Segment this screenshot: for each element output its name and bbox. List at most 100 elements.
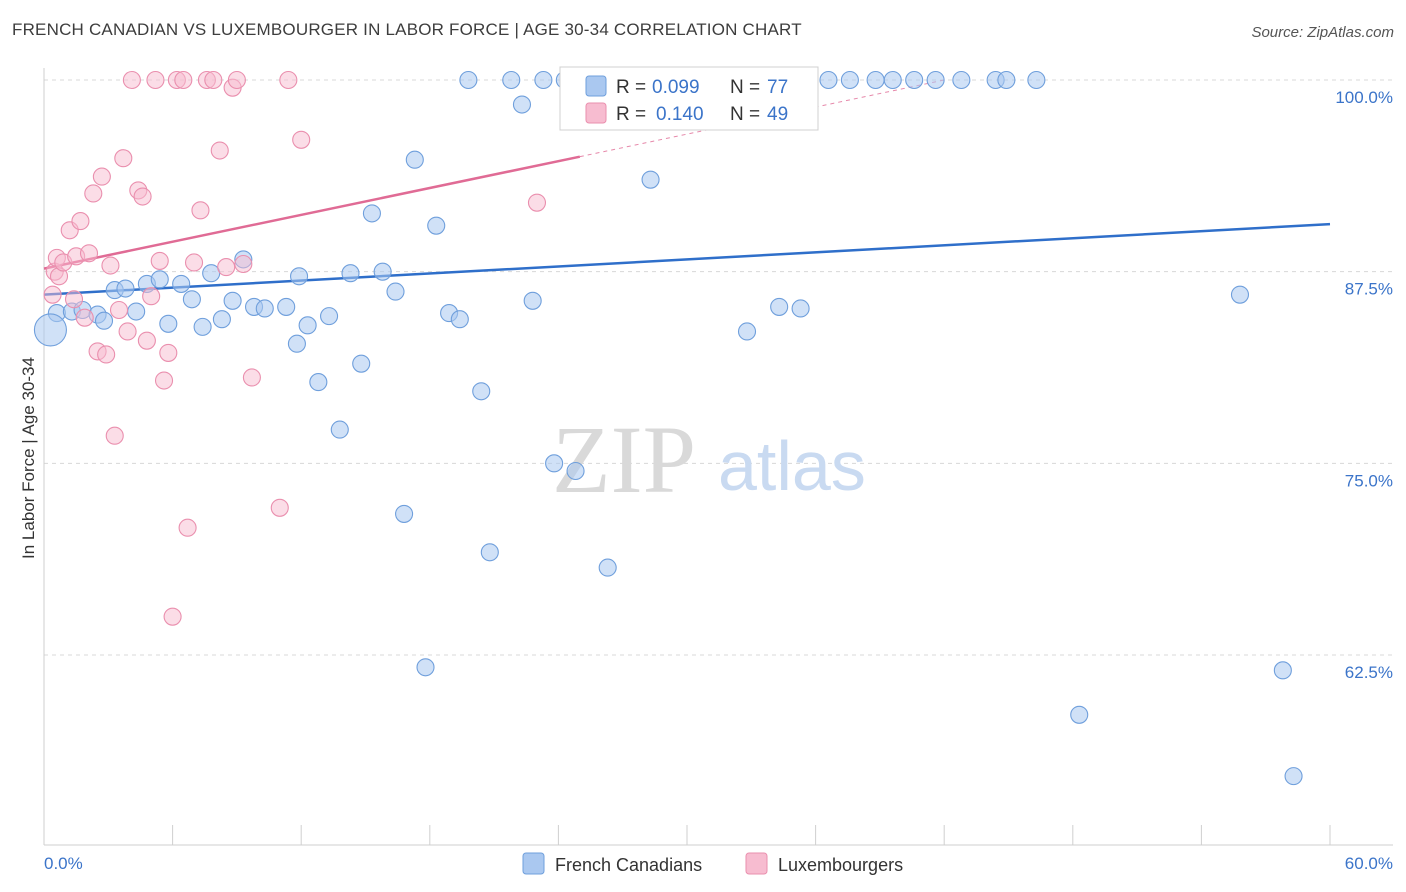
legend-box: R = 0.099 N = 77 R = 0.140 N = 49 — [559, 66, 819, 131]
point-french-canadians-33 — [405, 150, 424, 169]
point-french-canadians-31 — [386, 282, 405, 301]
point-french-canadians-21 — [287, 334, 306, 353]
point-luxembourgers-32 — [178, 518, 197, 537]
point-french-canadians-4 — [94, 311, 114, 330]
point-french-canadians-62 — [883, 70, 902, 90]
point-french-canadians-20 — [277, 297, 296, 316]
point-french-canadians-60 — [840, 70, 859, 90]
point-french-canadians-65 — [952, 70, 971, 90]
x-tick-label-0: 0.0% — [44, 854, 83, 873]
point-luxembourgers-44 — [279, 70, 298, 90]
point-french-canadians-28 — [352, 354, 371, 373]
point-french-canadians-30 — [373, 262, 392, 281]
point-luxembourgers-33 — [184, 253, 204, 272]
point-luxembourgers-19 — [118, 322, 137, 341]
point-french-canadians-29 — [362, 204, 381, 223]
point-french-canadians-44 — [534, 70, 553, 90]
legend-n-label-pink: N = — [730, 104, 760, 125]
point-luxembourgers-34 — [191, 201, 210, 220]
point-luxembourgers-31 — [174, 70, 193, 90]
point-french-canadians-58 — [791, 299, 810, 318]
point-french-canadians-25 — [320, 307, 339, 326]
point-french-canadians-large — [33, 313, 67, 347]
bottom-legend-label-blue: French Canadians — [555, 855, 702, 875]
legend-n-label-blue: N = — [730, 77, 760, 98]
x-tick-label-1: 60.0% — [1345, 854, 1393, 873]
point-french-canadians-9 — [150, 270, 169, 289]
point-luxembourgers-17 — [109, 300, 129, 320]
point-french-canadians-11 — [172, 274, 191, 293]
bottom-legend-swatch-blue — [522, 852, 545, 875]
legend-swatch-pink — [585, 102, 607, 124]
point-french-canadians-24 — [309, 373, 328, 392]
point-french-canadians-59 — [819, 70, 838, 90]
trend-line-luxembourgers — [43, 155, 581, 270]
point-french-canadians-42 — [512, 95, 532, 114]
point-french-canadians-56 — [737, 322, 757, 341]
point-french-canadians-13 — [193, 317, 212, 336]
trend-line-french-canadians — [43, 222, 1331, 296]
source-label: Source: ZipAtlas.com — [1251, 24, 1394, 41]
point-french-canadians-43 — [523, 291, 542, 310]
point-luxembourgers-25 — [146, 70, 165, 90]
point-french-canadians-67 — [997, 70, 1016, 90]
point-french-canadians-16 — [223, 291, 242, 310]
watermark-atlas: atlas — [718, 427, 866, 505]
point-french-canadians-61 — [866, 70, 885, 90]
point-french-canadians-63 — [905, 70, 924, 90]
point-luxembourgers-38 — [217, 258, 236, 277]
point-french-canadians-47 — [566, 461, 585, 481]
point-french-canadians-57 — [770, 297, 789, 316]
bottom-legend: French Canadians Luxembourgers — [522, 852, 903, 875]
legend-n-value-pink: 49 — [767, 104, 788, 125]
legend-swatch-blue — [585, 75, 607, 97]
point-luxembourgers-14 — [97, 345, 116, 364]
point-french-canadians-68 — [1027, 70, 1046, 90]
point-luxembourgers-26 — [150, 251, 169, 270]
point-luxembourgers-20 — [122, 70, 141, 90]
legend-r-value-blue: 0.099 — [652, 77, 700, 98]
point-french-canadians-70 — [1230, 285, 1250, 304]
point-luxembourgers-13 — [92, 167, 111, 186]
watermark-zip: ZIP — [552, 406, 696, 513]
point-french-canadians-26 — [330, 420, 349, 439]
y-tick-label-0: 62.5% — [1345, 663, 1393, 682]
point-luxembourgers-18 — [114, 149, 133, 168]
bottom-legend-swatch-pink — [745, 852, 768, 875]
point-luxembourgers-22 — [133, 187, 152, 206]
point-luxembourgers-16 — [105, 426, 124, 445]
y-tick-label-2: 87.5% — [1345, 280, 1393, 299]
point-french-canadians-45 — [545, 454, 564, 473]
point-french-canadians-71 — [1273, 661, 1292, 680]
point-french-canadians-19 — [255, 299, 274, 318]
point-french-canadians-72 — [1284, 767, 1303, 786]
point-french-canadians-64 — [926, 70, 945, 90]
luxembourgers-points — [43, 70, 547, 626]
bottom-legend-label-pink: Luxembourgers — [778, 855, 903, 875]
point-french-canadians-41 — [502, 70, 521, 90]
axes — [43, 68, 1393, 846]
point-french-canadians-23 — [298, 316, 317, 335]
point-french-canadians-35 — [427, 216, 446, 235]
point-french-canadians-12 — [182, 290, 201, 309]
legend-n-value-blue: 77 — [767, 77, 788, 98]
point-luxembourgers-23 — [137, 331, 156, 350]
legend-r-label-blue: R = — [616, 77, 646, 98]
point-luxembourgers-11 — [84, 184, 103, 203]
point-french-canadians-22 — [290, 267, 309, 286]
point-french-canadians-14 — [202, 264, 221, 283]
point-luxembourgers-9 — [75, 308, 94, 327]
y-tick-label-3: 100.0% — [1335, 88, 1393, 107]
point-luxembourgers-27 — [154, 371, 174, 390]
point-luxembourgers-41 — [234, 254, 253, 274]
point-french-canadians-32 — [395, 504, 414, 523]
point-luxembourgers-36 — [204, 70, 223, 90]
legend-r-value-pink: 0.140 — [656, 104, 704, 125]
watermark: ZIP atlas — [552, 406, 866, 513]
point-french-canadians-69 — [1070, 705, 1089, 724]
chart-title: FRENCH CANADIAN VS LUXEMBOURGER IN LABOR… — [12, 20, 802, 39]
point-luxembourgers-29 — [163, 607, 182, 626]
point-french-canadians-40 — [480, 543, 499, 562]
point-luxembourgers-42 — [242, 368, 261, 387]
